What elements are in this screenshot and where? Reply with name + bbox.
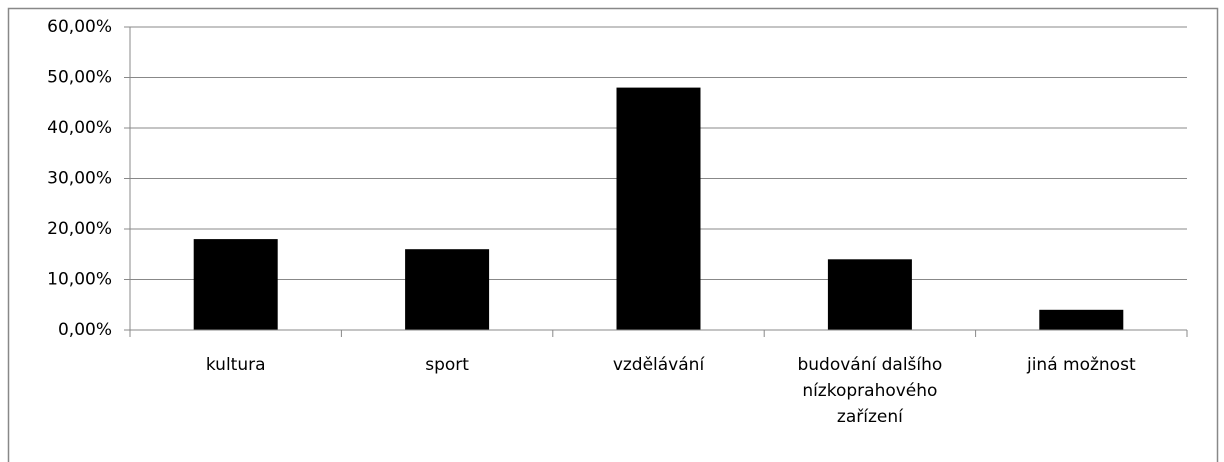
x-tick-label: jiná možnost (1026, 355, 1136, 375)
bar (827, 259, 912, 330)
y-tick-label: 0,00% (58, 320, 112, 340)
x-tick-label: vzdělávání (612, 355, 705, 375)
y-tick-label: 30,00% (47, 169, 112, 189)
y-tick-label: 20,00% (47, 219, 112, 239)
x-tick-label: sport (425, 355, 469, 375)
chart-frame (7, 7, 1219, 462)
bar (193, 239, 278, 330)
y-tick-label: 40,00% (47, 118, 112, 138)
y-tick-label: 50,00% (47, 68, 112, 88)
y-tick-label: 60,00% (47, 17, 112, 37)
bar (1039, 309, 1124, 330)
bar (616, 87, 701, 330)
y-tick-label: 10,00% (47, 270, 112, 290)
x-tick-label: budování dalšího nízkoprahového zařízení (797, 355, 943, 427)
bar (405, 249, 490, 330)
x-tick-label: kultura (205, 355, 266, 375)
